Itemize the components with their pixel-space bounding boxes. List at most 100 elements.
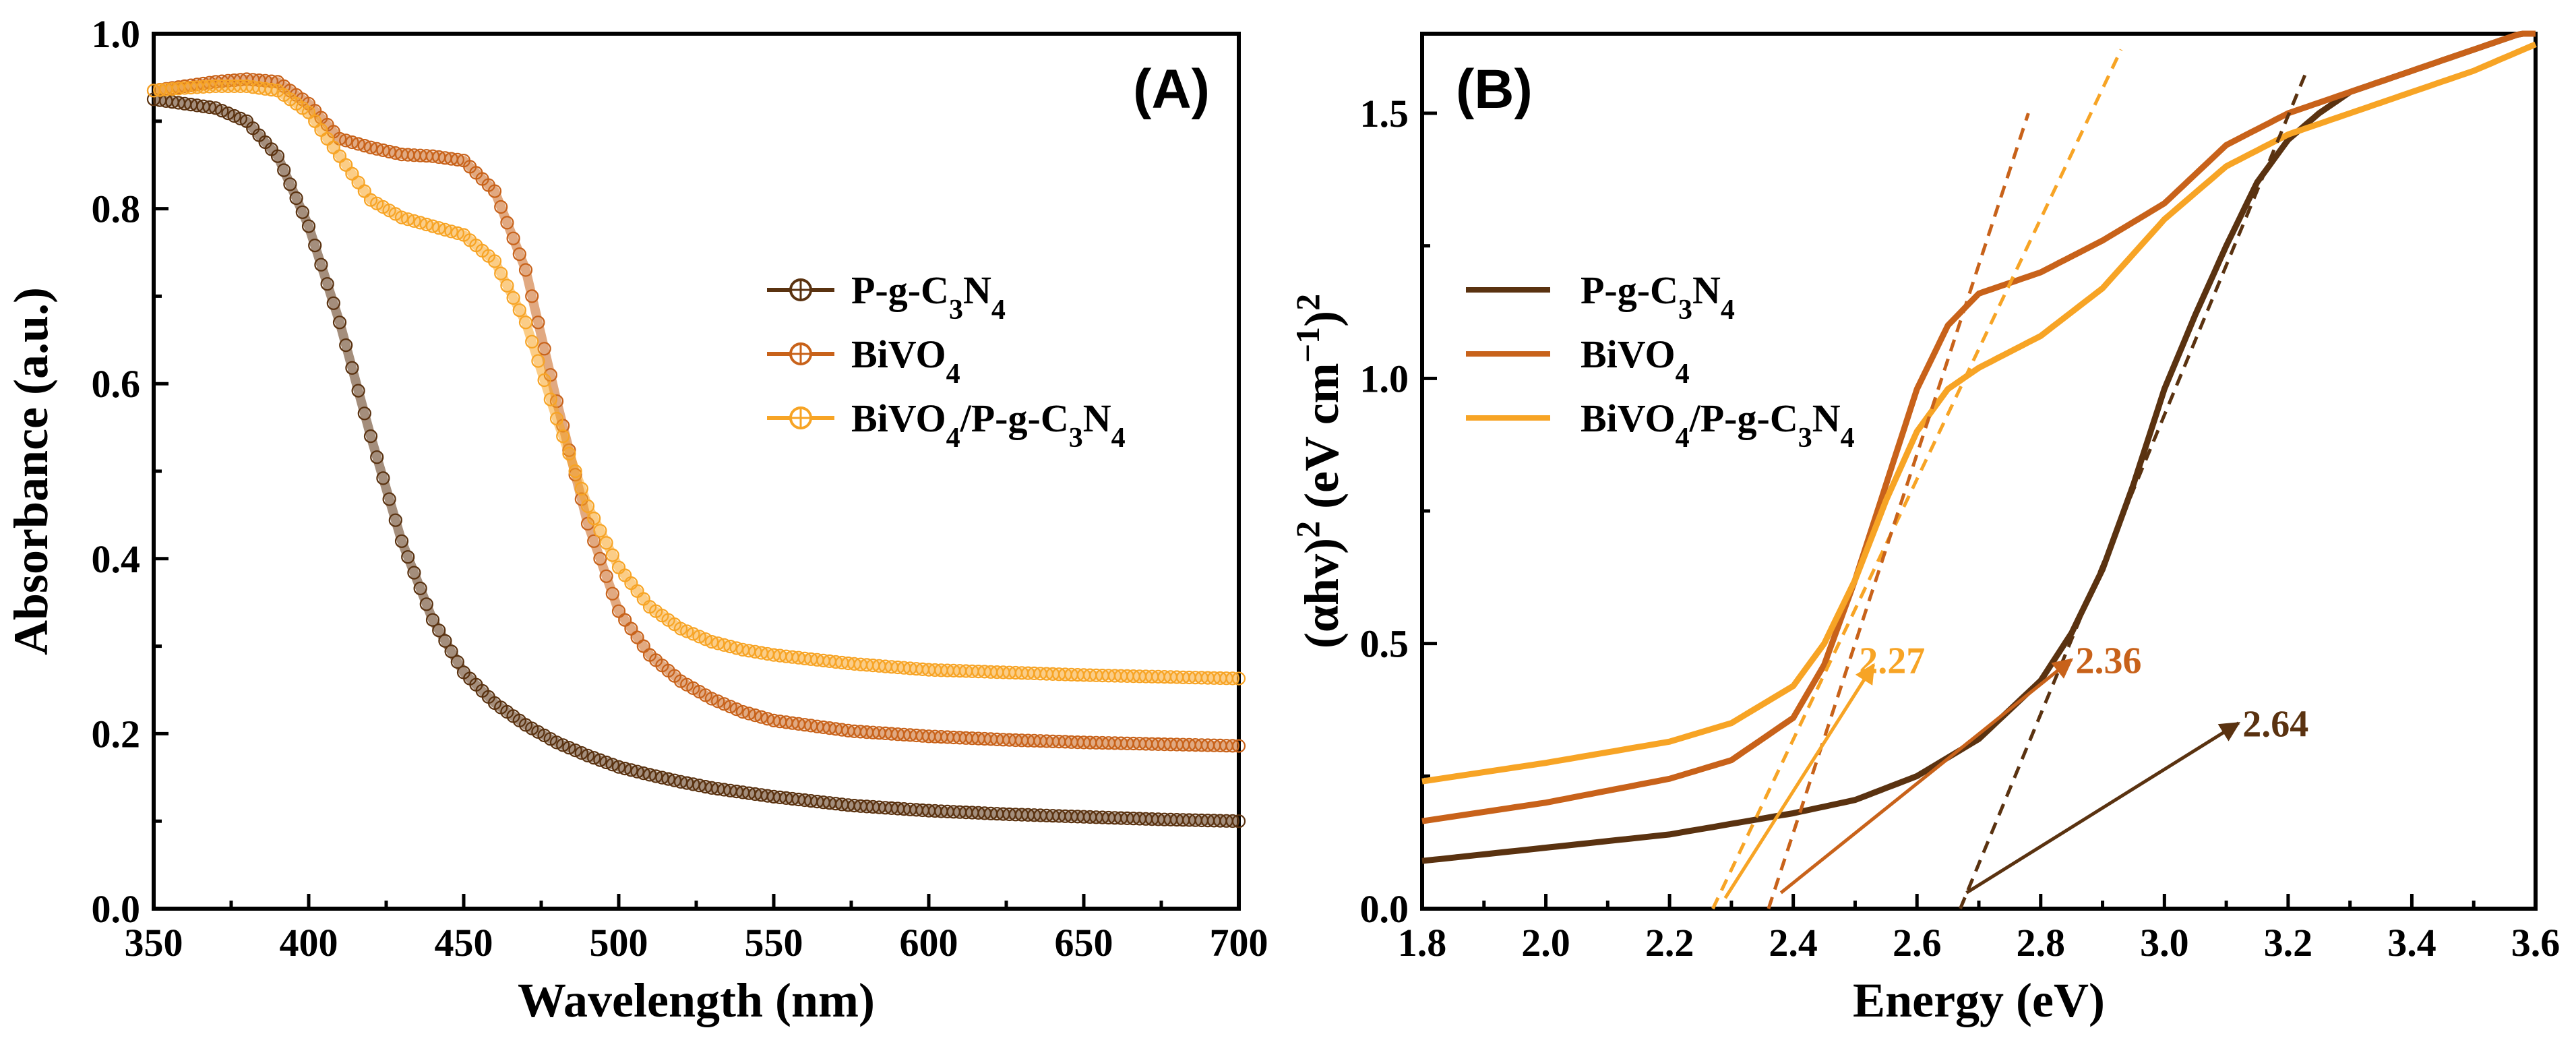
data-point — [363, 140, 378, 154]
data-point — [711, 636, 725, 650]
x-axis-title: Wavelength (nm) — [518, 973, 875, 1027]
data-point — [233, 111, 247, 125]
data-point — [723, 700, 737, 714]
data-point — [673, 622, 688, 636]
x-tick-label: 550 — [745, 921, 803, 965]
y-tick-label: 1.0 — [1360, 357, 1409, 400]
y-axis-title-part: (eV cm — [1295, 363, 1349, 521]
legend-label: BiVO4/P-g-C3N4 — [1581, 396, 1855, 454]
data-point — [401, 550, 415, 564]
data-point — [376, 471, 390, 485]
data-point — [742, 706, 756, 721]
data-point — [686, 777, 700, 791]
x-tick-label: 400 — [280, 921, 338, 965]
data-point — [382, 144, 396, 159]
legend: P-g-C3N4 BiVO4 BiVO4/P-g-C3N4 — [1466, 268, 1855, 454]
data-point — [655, 770, 669, 785]
x-tick-label: 3.0 — [2140, 921, 2189, 965]
panel-b-tauc-plot: 1.8 2.0 2.2 2.4 2.6 2.8 3.0 3.2 3.4 3.6 0.0 0.5 1.0 1… — [1289, 30, 2560, 1027]
data-point — [711, 694, 725, 708]
y-axis-title-part: −1 — [1289, 327, 1326, 363]
data-point — [735, 704, 750, 719]
data-point — [450, 226, 464, 240]
data-point — [500, 278, 514, 293]
y-tick-label: 0.6 — [92, 362, 141, 406]
data-point — [419, 597, 433, 611]
legend-label: BiVO4/P-g-C3N4 — [851, 396, 1126, 454]
data-point — [692, 630, 706, 644]
x-tick-label: 2.6 — [1893, 921, 1942, 965]
data-point — [568, 743, 582, 758]
annotation-arrow — [1723, 663, 1876, 899]
legend-label: P-g-C3N4 — [851, 268, 1006, 326]
data-point — [1225, 739, 1239, 753]
data-point — [264, 83, 278, 97]
data-point — [599, 536, 613, 550]
y-tick-label: 0.5 — [1360, 622, 1409, 666]
data-point — [289, 191, 303, 206]
x-tick-label: 650 — [1055, 921, 1113, 965]
data-point — [413, 216, 427, 230]
data-point — [332, 315, 347, 330]
series-2 — [146, 79, 1246, 686]
data-point — [587, 751, 601, 765]
data-point — [295, 205, 309, 219]
data-point — [487, 254, 502, 268]
x-tick-label: 500 — [590, 921, 648, 965]
series-line — [153, 74, 1239, 751]
data-point — [562, 741, 576, 755]
data-point — [704, 692, 719, 706]
data-point — [494, 200, 508, 214]
data-point — [1231, 671, 1246, 686]
data-point — [760, 712, 774, 726]
data-point — [215, 104, 229, 118]
annotation-arrow — [1965, 721, 2241, 895]
data-point — [531, 354, 545, 368]
legend-label: BiVO4 — [1581, 332, 1690, 390]
data-point — [574, 481, 588, 496]
plot-frame — [152, 32, 1241, 911]
y-axis-title-part: (αhv) — [1295, 538, 1349, 648]
band-gap-label: 2.64 — [2242, 704, 2308, 746]
data-point — [444, 224, 458, 239]
data-point — [438, 222, 452, 237]
data-point — [618, 761, 632, 776]
data-point — [754, 710, 768, 724]
data-point — [729, 641, 743, 655]
annotation-arrow — [1779, 658, 2074, 895]
data-point — [351, 137, 365, 151]
data-point — [370, 450, 384, 464]
x-axis-title: Energy (eV) — [1853, 973, 2105, 1027]
x-tick-label: 700 — [1210, 921, 1268, 965]
data-point — [574, 746, 588, 760]
data-point — [723, 639, 737, 654]
data-point — [636, 766, 650, 781]
data-point — [326, 296, 340, 310]
data-point — [487, 184, 502, 198]
data-point — [227, 109, 241, 123]
data-point — [270, 149, 285, 163]
data-point — [438, 634, 452, 648]
y-axis-title-part: ) — [1295, 311, 1349, 327]
data-point — [370, 142, 384, 156]
data-point — [537, 373, 551, 388]
data-point — [556, 738, 570, 752]
data-point — [525, 289, 539, 303]
y-tick-label: 0.0 — [92, 887, 141, 931]
data-point — [432, 221, 446, 235]
data-point — [698, 632, 712, 646]
x-tick-label: 3.2 — [2264, 921, 2313, 965]
y-axis-title-part: 2 — [1289, 521, 1326, 538]
x-tick-label: 2.8 — [2017, 921, 2066, 965]
series-line-1 — [1421, 30, 2536, 824]
data-point — [729, 702, 743, 717]
data-point — [642, 768, 657, 782]
data-point — [580, 748, 595, 762]
y-tick-label: 1.0 — [92, 12, 141, 56]
series-line — [153, 94, 1239, 826]
legend-label: BiVO4 — [851, 332, 960, 390]
data-point — [388, 513, 402, 527]
data-point — [283, 177, 297, 191]
y-axis-title: (αhv)2 (eV cm−1)2 — [1289, 294, 1349, 648]
data-point — [419, 217, 433, 232]
